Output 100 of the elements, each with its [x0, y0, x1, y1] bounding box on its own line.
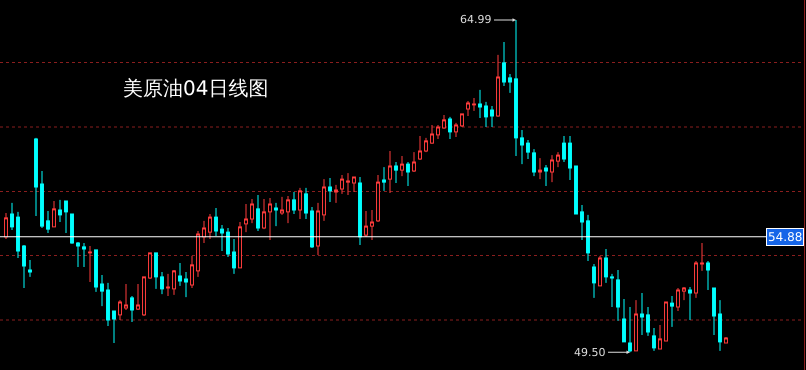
- candlestick: [172, 270, 176, 296]
- candlestick: [580, 204, 584, 241]
- candlestick: [676, 288, 680, 312]
- candlestick: [334, 184, 338, 204]
- candlestick: [388, 150, 392, 194]
- candlestick: [382, 166, 386, 192]
- candlestick: [568, 135, 572, 180]
- candlestick: [706, 260, 710, 290]
- candlestick: [616, 270, 620, 322]
- candlestick: [40, 170, 44, 229]
- candlestick: [418, 135, 422, 161]
- candlestick: [94, 249, 98, 292]
- candlestick: [370, 209, 374, 241]
- candlestick: [586, 214, 590, 262]
- candlestick: [82, 242, 86, 268]
- candlestick: [160, 271, 164, 295]
- candlestick: [196, 230, 200, 278]
- candlestick: [286, 196, 290, 224]
- candlestick: [346, 172, 350, 196]
- candlestick: [10, 202, 14, 230]
- candlestick: [220, 224, 224, 252]
- candlestick: [400, 155, 404, 177]
- candlestick: [142, 276, 146, 316]
- candlestick: [124, 283, 128, 310]
- candlestick: [514, 19, 518, 156]
- candlestick: [526, 140, 530, 160]
- candlestick: [394, 161, 398, 184]
- candlestick: [484, 101, 488, 128]
- candlestick: [466, 100, 470, 117]
- candlestick: [556, 152, 560, 168]
- annotation: 64.99: [460, 13, 492, 26]
- candlestick: [604, 248, 608, 284]
- candlestick: [406, 161, 410, 186]
- candlestick: [688, 286, 692, 321]
- candlestick: [352, 176, 356, 192]
- candlestick: [700, 242, 704, 272]
- candlestick: [376, 174, 380, 222]
- candlestick: [64, 200, 68, 234]
- candlestick: [454, 122, 458, 138]
- candlestick: [244, 203, 248, 233]
- candlestick: [448, 116, 452, 140]
- candlestick: [262, 198, 266, 230]
- candlestick: [268, 197, 272, 241]
- candlestick: [238, 222, 242, 268]
- candlestick: [694, 260, 698, 298]
- candlestick: [184, 271, 188, 298]
- candlestick: [202, 220, 206, 244]
- candlestick: [634, 300, 638, 352]
- candlestick: [436, 124, 440, 140]
- candlestick: [130, 296, 134, 322]
- candlestick: [478, 89, 482, 118]
- candlestick: [628, 306, 632, 353]
- candlestick: [664, 302, 668, 342]
- candlestick: [682, 286, 686, 301]
- ref-line-label: 54.88: [768, 230, 802, 244]
- candlestick: [490, 105, 494, 128]
- candlestick: [310, 206, 314, 248]
- candlestick: [208, 214, 212, 240]
- candlestick: [226, 228, 230, 258]
- candlestick: [46, 210, 50, 234]
- candlestick: [22, 244, 26, 289]
- candlestick: [322, 178, 326, 222]
- candlestick: [712, 288, 716, 336]
- candlestick: [652, 327, 656, 352]
- candlestick: [658, 324, 662, 350]
- candlestick: [136, 283, 140, 310]
- annotation: 49.50: [574, 346, 606, 359]
- candlestick: [328, 178, 332, 203]
- candlestick: [178, 262, 182, 286]
- candlestick: [460, 113, 464, 128]
- candlestick: [340, 174, 344, 194]
- candlestick: [532, 148, 536, 177]
- candlestick: [442, 114, 446, 130]
- candlestick: [610, 273, 614, 308]
- candlestick: [562, 135, 566, 162]
- candlestick: [622, 298, 626, 342]
- candlestick: [52, 200, 56, 228]
- candlestick: [232, 238, 236, 274]
- candlestick: [502, 42, 506, 87]
- text: 美原油04日线图: [123, 76, 268, 100]
- candlestick: [472, 98, 476, 112]
- candlestick: [88, 246, 92, 283]
- candlestick: [508, 74, 512, 94]
- candlestick: [118, 300, 122, 321]
- candlestick: [76, 241, 80, 268]
- candlestick: [190, 255, 194, 289]
- candlestick: [358, 176, 362, 246]
- candlestick: [28, 259, 32, 278]
- candlestick: [58, 199, 62, 222]
- candlestick: [412, 152, 416, 173]
- candlestick: [538, 158, 542, 180]
- candlestick: [148, 252, 152, 280]
- candlestick: [574, 166, 578, 215]
- candlestick: [724, 336, 728, 344]
- candlestick: [640, 292, 644, 336]
- candlestick: [670, 296, 674, 328]
- candlestick: [598, 255, 602, 286]
- candlestick: [16, 211, 20, 259]
- candlestick: [298, 187, 302, 220]
- candlestick: [592, 264, 596, 298]
